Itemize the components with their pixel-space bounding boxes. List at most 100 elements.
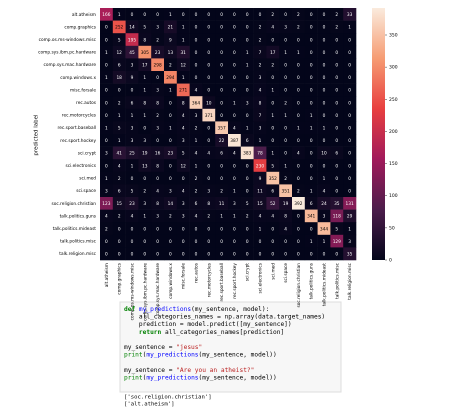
cell-label: 0 bbox=[220, 239, 223, 245]
cell-label: 11 bbox=[219, 201, 225, 207]
heatmap-cell bbox=[279, 134, 293, 147]
cell-label: 16 bbox=[155, 151, 161, 157]
heatmap-cell bbox=[330, 8, 344, 21]
cell-label: 17 bbox=[142, 63, 148, 69]
heatmap-cell bbox=[292, 58, 306, 72]
cell-label: 0 bbox=[143, 252, 146, 258]
cell-label: 9 bbox=[259, 176, 262, 182]
cell-label: 0 bbox=[105, 163, 108, 169]
heatmap-cell bbox=[343, 222, 357, 236]
cell-label: 1 bbox=[105, 176, 108, 182]
heatmap-cell bbox=[215, 71, 229, 84]
cell-label: 0 bbox=[271, 75, 274, 81]
cell-label: 0 bbox=[118, 239, 121, 245]
cell-label: 0 bbox=[335, 126, 338, 132]
cell-label: 0 bbox=[195, 25, 198, 31]
x-tick-label: talk.religion.misc bbox=[347, 262, 353, 299]
cell-label: 1 bbox=[182, 25, 185, 31]
cell-label: 0 bbox=[233, 176, 236, 182]
cell-label: 1 bbox=[169, 88, 172, 94]
cell-label: 2 bbox=[297, 25, 300, 31]
heatmap-cell bbox=[330, 33, 344, 47]
heatmap-cell bbox=[253, 33, 267, 47]
heatmap-cell bbox=[228, 96, 242, 110]
heatmap-cell bbox=[100, 33, 114, 47]
heatmap-cell bbox=[164, 171, 178, 185]
heatmap-cell bbox=[125, 83, 139, 97]
heatmap-cell bbox=[112, 184, 126, 198]
cell-label: 0 bbox=[284, 239, 287, 245]
heatmap-cell bbox=[176, 159, 190, 173]
heatmap-cell bbox=[215, 83, 229, 97]
cell-label: 0 bbox=[335, 252, 338, 258]
heatmap-cell bbox=[189, 247, 203, 261]
cell-label: 0 bbox=[323, 163, 326, 169]
heatmap-cell bbox=[279, 222, 293, 236]
cell-label: 0 bbox=[271, 100, 274, 106]
cell-label: 0 bbox=[271, 252, 274, 258]
cell-label: 0 bbox=[220, 252, 223, 258]
cell-label: 0 bbox=[323, 50, 326, 56]
cell-label: 10 bbox=[206, 100, 212, 106]
cell-label: 1 bbox=[118, 12, 121, 18]
heatmap-cell bbox=[215, 197, 229, 210]
heatmap-cell bbox=[266, 45, 280, 59]
heatmap-cell bbox=[253, 159, 267, 173]
heatmap-cell bbox=[189, 96, 203, 110]
cell-label: 0 bbox=[348, 113, 351, 119]
heatmap-cell bbox=[266, 171, 280, 185]
heatmap-cell bbox=[164, 222, 178, 236]
code-line: all_categories_names = np.array(data.tar… bbox=[124, 314, 325, 321]
cell-label: 3 bbox=[182, 214, 185, 220]
cell-label: 0 bbox=[348, 37, 351, 43]
cell-label: 0 bbox=[182, 226, 185, 232]
cell-label: 0 bbox=[182, 176, 185, 182]
heatmap-cell bbox=[292, 234, 306, 248]
heatmap-cell bbox=[151, 83, 165, 97]
heatmap-cell bbox=[317, 8, 331, 21]
heatmap-cell bbox=[100, 171, 114, 185]
heatmap-cell bbox=[253, 134, 267, 147]
colorbar-tick-label: 100 bbox=[389, 193, 398, 199]
cell-label: 392 bbox=[294, 201, 302, 207]
heatmap-cell bbox=[176, 33, 190, 47]
heatmap-cell bbox=[202, 171, 216, 185]
cell-label: 0 bbox=[143, 176, 146, 182]
heatmap-cell bbox=[112, 159, 126, 173]
cell-label: 1 bbox=[271, 88, 274, 94]
heatmap-cell bbox=[215, 20, 229, 34]
cell-label: 0 bbox=[246, 12, 249, 18]
heatmap-cell bbox=[304, 8, 318, 21]
heatmap-cell bbox=[125, 20, 139, 34]
cell-label: 24 bbox=[321, 201, 327, 207]
heatmap-cell bbox=[253, 184, 267, 198]
cell-label: 4 bbox=[182, 126, 185, 132]
heatmap-cell bbox=[151, 247, 165, 261]
heatmap-cell bbox=[279, 8, 293, 21]
heatmap-cell bbox=[253, 234, 267, 248]
heatmap-cell bbox=[228, 71, 242, 84]
heatmap-cell bbox=[266, 197, 280, 210]
cell-label: 0 bbox=[220, 163, 223, 169]
heatmap-cell bbox=[330, 83, 344, 97]
heatmap-cell bbox=[228, 184, 242, 198]
heatmap-cell bbox=[304, 20, 318, 34]
heatmap-cell bbox=[343, 134, 357, 147]
cell-label: 0 bbox=[310, 226, 313, 232]
y-tick-label: sci.med bbox=[79, 176, 96, 182]
cell-label: 0 bbox=[233, 163, 236, 169]
cell-label: 0 bbox=[131, 252, 134, 258]
heatmap-cell bbox=[202, 184, 216, 198]
cell-label: 4 bbox=[207, 151, 210, 157]
heatmap-cell bbox=[292, 83, 306, 97]
cell-label: 1 bbox=[220, 214, 223, 220]
heatmap-cell bbox=[112, 58, 126, 72]
cell-label: 2 bbox=[259, 37, 262, 43]
cell-label: 5 bbox=[118, 37, 121, 43]
cell-label: 0 bbox=[182, 12, 185, 18]
cell-label: 0 bbox=[310, 151, 313, 157]
cell-label: 0 bbox=[246, 163, 249, 169]
heatmap-cell bbox=[292, 8, 306, 21]
cell-label: 0 bbox=[233, 12, 236, 18]
heatmap-cell bbox=[202, 247, 216, 261]
